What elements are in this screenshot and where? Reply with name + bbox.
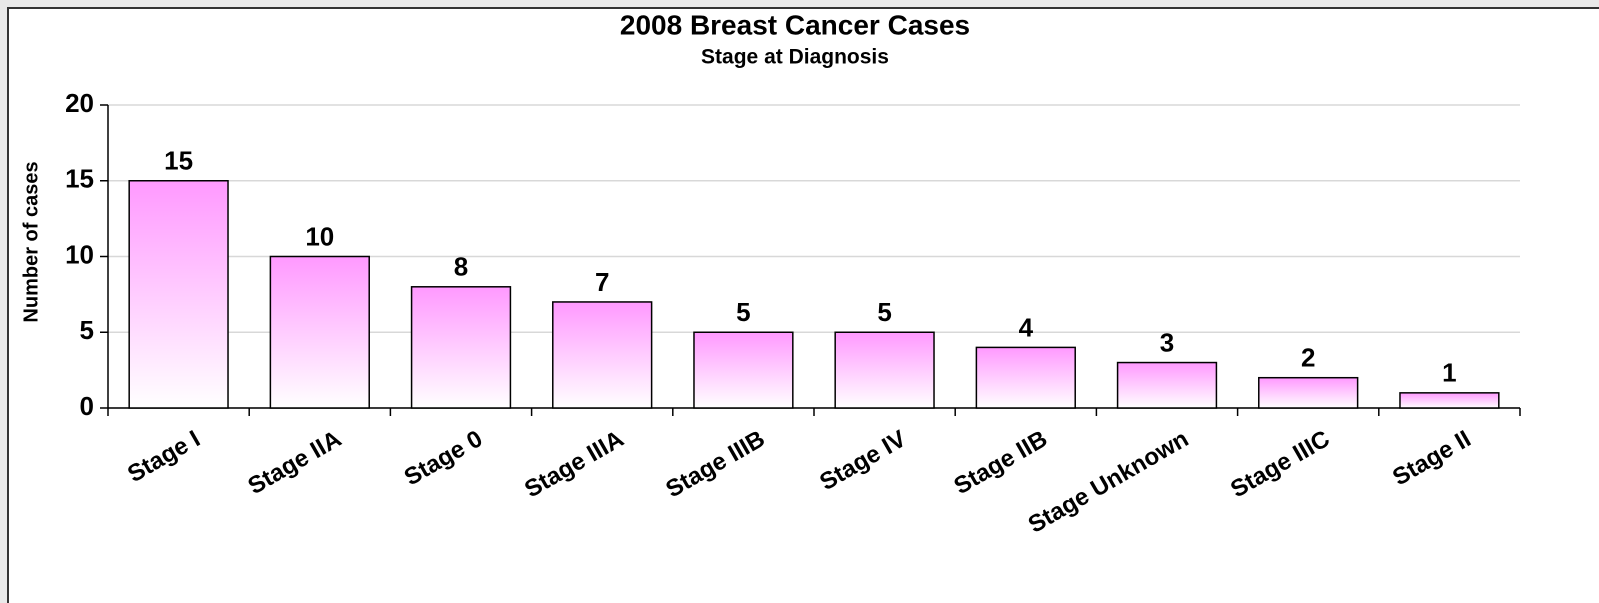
value-label: 8	[454, 252, 468, 282]
y-tick-label: 20	[65, 88, 94, 118]
bar	[1258, 376, 1359, 409]
value-label: 10	[305, 221, 334, 251]
bar	[1399, 392, 1500, 409]
y-tick-label: 0	[80, 391, 94, 421]
bar	[552, 301, 653, 409]
value-label: 15	[164, 146, 193, 176]
bar	[834, 331, 935, 409]
value-label: 3	[1160, 327, 1174, 357]
y-tick-label: 5	[80, 315, 94, 345]
value-label: 5	[736, 297, 750, 327]
bar	[410, 286, 512, 409]
value-label: 5	[877, 297, 891, 327]
value-label: 4	[1019, 312, 1034, 342]
chart-frame	[7, 7, 1599, 603]
value-label: 7	[595, 267, 609, 297]
bar	[975, 346, 1076, 409]
y-tick-label: 15	[65, 164, 94, 194]
chart-subtitle: Stage at Diagnosis	[701, 46, 889, 69]
chart-title: 2008 Breast Cancer Cases	[620, 9, 970, 40]
y-tick-label: 10	[65, 239, 94, 269]
bar	[1116, 361, 1218, 409]
bar	[269, 255, 370, 409]
y-axis-label: Number of cases	[20, 161, 42, 322]
bar	[693, 331, 794, 409]
bar	[128, 180, 229, 409]
value-label: 1	[1442, 358, 1456, 388]
value-label: 2	[1301, 343, 1315, 373]
